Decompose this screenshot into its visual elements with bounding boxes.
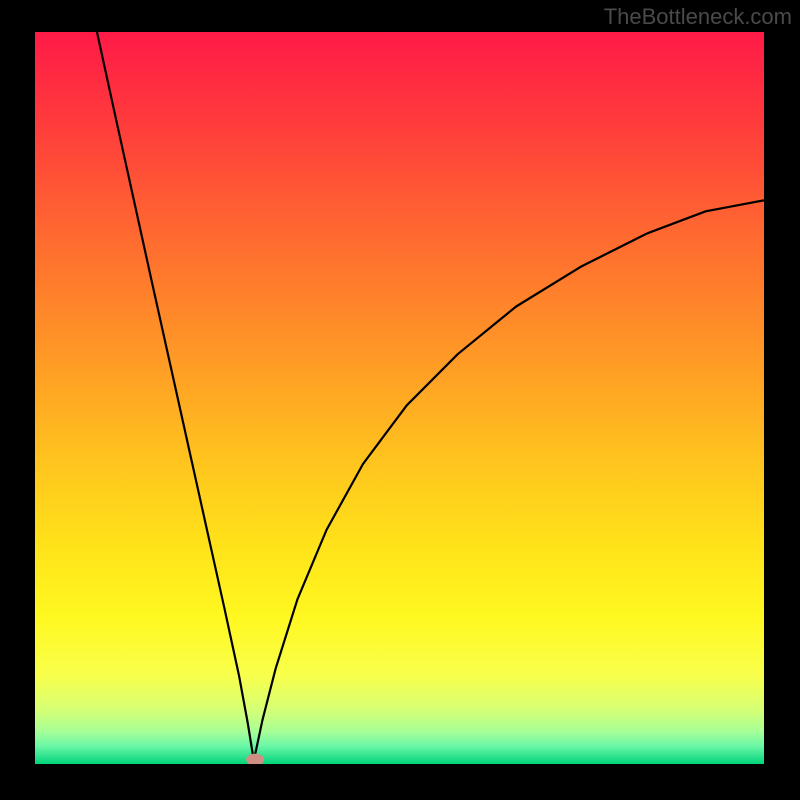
chart-container: TheBottleneck.com	[0, 0, 800, 800]
plot-background	[35, 32, 764, 764]
plot-svg	[35, 32, 764, 764]
watermark-text: TheBottleneck.com	[604, 4, 792, 30]
plot-area	[35, 32, 764, 764]
